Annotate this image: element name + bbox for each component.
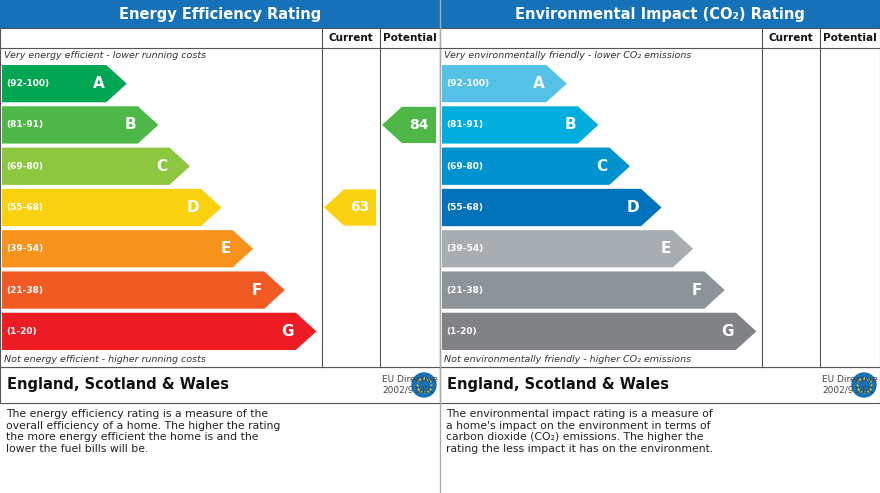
Text: (92-100): (92-100) bbox=[6, 79, 49, 88]
Text: (69-80): (69-80) bbox=[6, 162, 43, 171]
Text: The environmental impact rating is a measure of
a home's impact on the environme: The environmental impact rating is a mea… bbox=[446, 409, 714, 454]
Bar bbox=[0, 367, 440, 403]
Text: (81-91): (81-91) bbox=[446, 120, 483, 130]
Text: Environmental Impact (CO₂) Rating: Environmental Impact (CO₂) Rating bbox=[515, 6, 805, 22]
Text: F: F bbox=[252, 282, 262, 298]
Polygon shape bbox=[2, 147, 190, 185]
Polygon shape bbox=[2, 272, 285, 309]
Text: Not energy efficient - higher running costs: Not energy efficient - higher running co… bbox=[4, 355, 206, 364]
Text: Current: Current bbox=[328, 33, 373, 43]
Text: B: B bbox=[564, 117, 576, 133]
Polygon shape bbox=[442, 147, 630, 185]
Text: D: D bbox=[627, 200, 639, 215]
Text: Very environmentally friendly - lower CO₂ emissions: Very environmentally friendly - lower CO… bbox=[444, 51, 692, 60]
Text: (39-54): (39-54) bbox=[6, 245, 43, 253]
Text: Current: Current bbox=[768, 33, 813, 43]
Text: C: C bbox=[157, 159, 167, 174]
Text: England, Scotland & Wales: England, Scotland & Wales bbox=[447, 378, 669, 392]
Text: (1-20): (1-20) bbox=[446, 327, 477, 336]
Polygon shape bbox=[2, 106, 158, 143]
Polygon shape bbox=[324, 189, 376, 226]
Polygon shape bbox=[2, 230, 253, 267]
Text: 63: 63 bbox=[350, 201, 370, 214]
Polygon shape bbox=[2, 65, 127, 102]
Text: B: B bbox=[124, 117, 136, 133]
Text: Not environmentally friendly - higher CO₂ emissions: Not environmentally friendly - higher CO… bbox=[444, 355, 691, 364]
Text: Potential: Potential bbox=[823, 33, 876, 43]
Text: (21-38): (21-38) bbox=[446, 285, 483, 295]
Text: Energy Efficiency Rating: Energy Efficiency Rating bbox=[119, 6, 321, 22]
Text: A: A bbox=[532, 76, 544, 91]
Text: (92-100): (92-100) bbox=[446, 79, 489, 88]
Polygon shape bbox=[442, 106, 598, 143]
Text: England, Scotland & Wales: England, Scotland & Wales bbox=[7, 378, 229, 392]
Text: Potential: Potential bbox=[383, 33, 436, 43]
Text: E: E bbox=[660, 241, 671, 256]
Text: (69-80): (69-80) bbox=[446, 162, 483, 171]
Polygon shape bbox=[442, 230, 693, 267]
Text: 84: 84 bbox=[409, 118, 429, 132]
Text: Very energy efficient - lower running costs: Very energy efficient - lower running co… bbox=[4, 51, 206, 60]
Polygon shape bbox=[442, 313, 757, 350]
Polygon shape bbox=[442, 65, 567, 102]
Text: G: G bbox=[722, 324, 734, 339]
Bar bbox=[0, 0, 440, 28]
Text: G: G bbox=[282, 324, 294, 339]
Bar bbox=[0, 28, 440, 367]
Text: (55-68): (55-68) bbox=[446, 203, 483, 212]
Text: (21-38): (21-38) bbox=[6, 285, 43, 295]
Text: (39-54): (39-54) bbox=[446, 245, 483, 253]
Text: EU Directive: EU Directive bbox=[382, 376, 438, 385]
Polygon shape bbox=[382, 107, 436, 143]
Polygon shape bbox=[2, 189, 222, 226]
Circle shape bbox=[412, 373, 436, 397]
Polygon shape bbox=[442, 189, 662, 226]
Polygon shape bbox=[442, 272, 725, 309]
Text: 2002/91/EC: 2002/91/EC bbox=[822, 386, 874, 394]
Text: EU Directive: EU Directive bbox=[822, 376, 878, 385]
Polygon shape bbox=[2, 313, 317, 350]
Bar bbox=[440, 28, 880, 367]
Text: (81-91): (81-91) bbox=[6, 120, 43, 130]
Text: E: E bbox=[220, 241, 231, 256]
Bar bbox=[440, 0, 880, 28]
Text: The energy efficiency rating is a measure of the
overall efficiency of a home. T: The energy efficiency rating is a measur… bbox=[6, 409, 281, 454]
Text: C: C bbox=[597, 159, 607, 174]
Text: 2002/91/EC: 2002/91/EC bbox=[382, 386, 434, 394]
Text: (1-20): (1-20) bbox=[6, 327, 37, 336]
Text: F: F bbox=[692, 282, 702, 298]
Text: (55-68): (55-68) bbox=[6, 203, 43, 212]
Text: A: A bbox=[92, 76, 104, 91]
Circle shape bbox=[852, 373, 876, 397]
Bar bbox=[440, 367, 880, 403]
Text: D: D bbox=[187, 200, 199, 215]
